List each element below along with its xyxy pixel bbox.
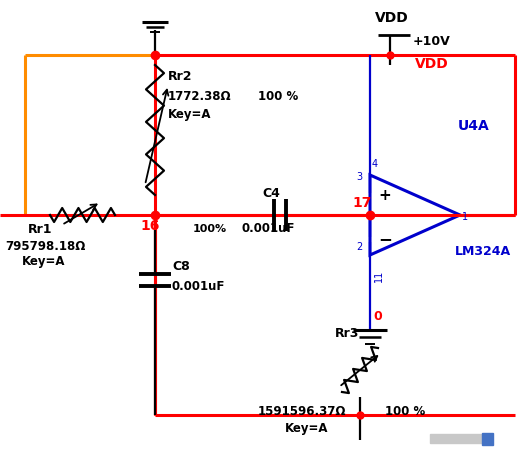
Text: 16: 16 [140,219,160,233]
Text: 4: 4 [372,159,378,169]
Text: 3: 3 [356,172,362,182]
Text: 1: 1 [462,212,468,222]
Text: +: + [378,188,390,202]
Text: U4A: U4A [458,119,490,133]
Text: Rr1: Rr1 [28,223,53,236]
Text: 2: 2 [356,242,362,252]
Text: 1591596.37Ω: 1591596.37Ω [258,405,346,418]
Text: VDD: VDD [375,11,409,25]
Text: 1772.38Ω: 1772.38Ω [168,90,231,103]
Text: 795798.18Ω: 795798.18Ω [5,240,85,253]
Text: 100%: 100% [193,224,227,234]
Text: 17: 17 [352,196,371,210]
Text: VDD: VDD [415,57,449,71]
Text: C8: C8 [172,260,190,273]
Text: 100 %: 100 % [258,90,298,103]
Text: Key=A: Key=A [22,255,65,268]
Text: 0.001uF: 0.001uF [172,280,226,293]
Text: 0: 0 [373,310,382,323]
Bar [430,434,492,443]
Text: Rr3: Rr3 [335,327,360,340]
Text: 11: 11 [374,270,384,282]
Text: −: − [378,230,392,248]
Text: C4: C4 [262,187,280,200]
Text: +10V: +10V [413,35,451,48]
Text: Rr2: Rr2 [168,70,193,83]
Text: 100 %: 100 % [385,405,425,418]
Text: 0.001uF: 0.001uF [242,222,295,235]
Bar [482,433,493,445]
Text: LM324A: LM324A [455,245,511,258]
Text: Key=A: Key=A [285,422,328,435]
Text: Key=A: Key=A [168,108,212,121]
